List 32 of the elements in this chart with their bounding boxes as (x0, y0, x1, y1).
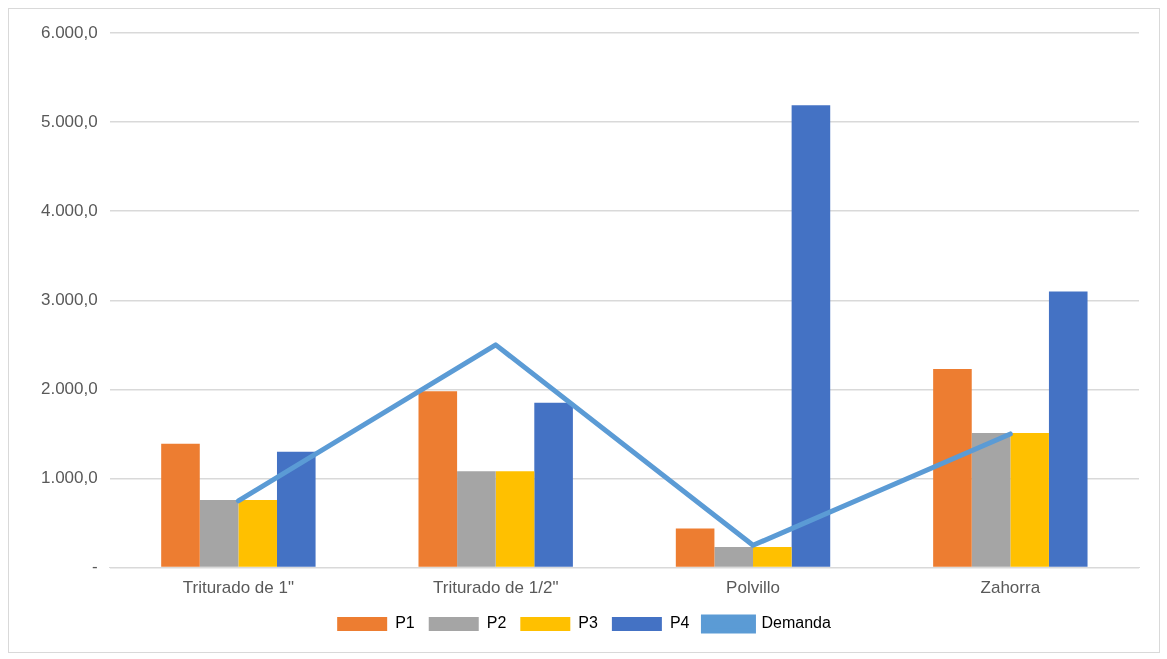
bar (971, 433, 1011, 567)
bar (534, 402, 573, 567)
legend-label: Demanda (761, 614, 831, 632)
bar (276, 451, 316, 567)
y-tick-label: 5.000,0 (40, 111, 98, 131)
bar (238, 499, 277, 567)
bar (1048, 291, 1088, 567)
bar (457, 471, 496, 567)
x-tick-label: Zahorra (980, 578, 1041, 598)
y-tick-label: 1.000,0 (40, 468, 98, 488)
bar (933, 368, 972, 567)
bar (675, 528, 715, 567)
legend-label: P4 (669, 614, 690, 632)
y-tick-label: - (92, 557, 98, 577)
y-tick-label: 6.000,0 (40, 22, 98, 42)
legend-label: P3 (578, 614, 598, 632)
bar (199, 499, 239, 567)
bar (495, 471, 535, 567)
legend-label: P2 (486, 614, 507, 632)
y-tick-label: 4.000,0 (40, 200, 98, 220)
x-tick-label: Triturado de 1/2" (432, 578, 559, 598)
x-tick-label: Triturado de 1" (182, 578, 294, 598)
bar (714, 547, 754, 567)
y-tick-label: 3.000,0 (40, 289, 98, 309)
bar (791, 105, 831, 567)
x-tick-label: Polvillo (726, 578, 780, 598)
bar (418, 391, 458, 567)
bar (1010, 433, 1049, 567)
y-tick-label: 2.000,0 (40, 379, 98, 399)
legend-label: P1 (395, 614, 415, 632)
bar (753, 547, 792, 567)
bar (161, 443, 200, 567)
